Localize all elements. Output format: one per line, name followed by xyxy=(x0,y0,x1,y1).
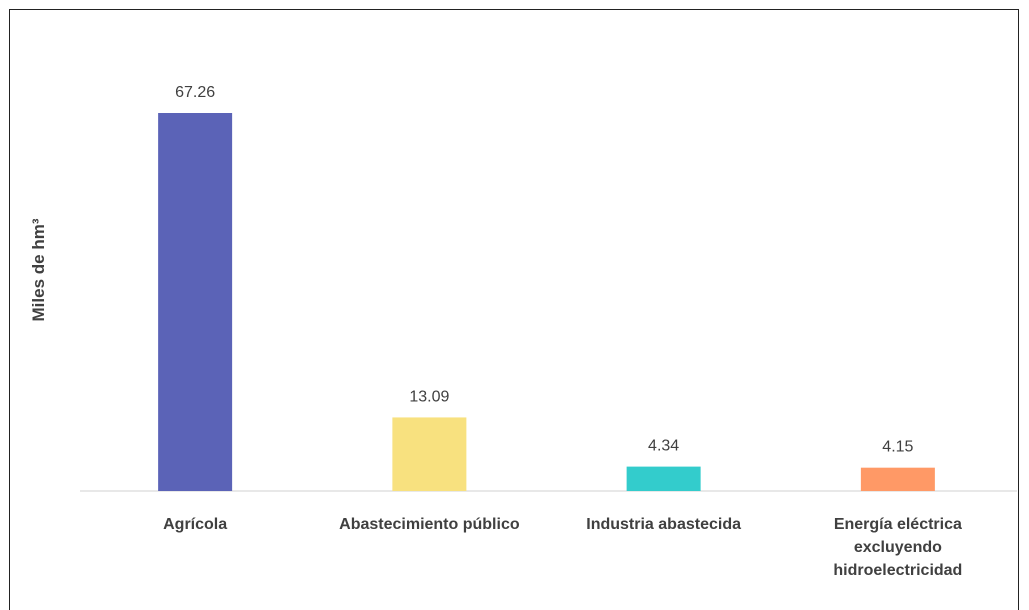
value-label: 4.15 xyxy=(882,439,913,456)
x-tick-label: Abastecimiento público xyxy=(339,516,520,533)
bar xyxy=(158,113,233,491)
bar xyxy=(860,467,935,491)
chart-frame xyxy=(9,9,1019,610)
bar xyxy=(626,466,701,491)
x-tick-label: Industria abastecida xyxy=(586,516,741,533)
value-label: 4.34 xyxy=(648,438,679,455)
bar xyxy=(392,417,467,491)
value-label: 13.09 xyxy=(409,388,449,405)
value-label: 67.26 xyxy=(175,84,215,101)
x-tick-label: Energía eléctrica excluyendo hidroelectr… xyxy=(833,516,963,579)
y-axis-label: Miles de hm³ xyxy=(29,218,48,321)
x-tick-label: Agrícola xyxy=(163,516,228,533)
